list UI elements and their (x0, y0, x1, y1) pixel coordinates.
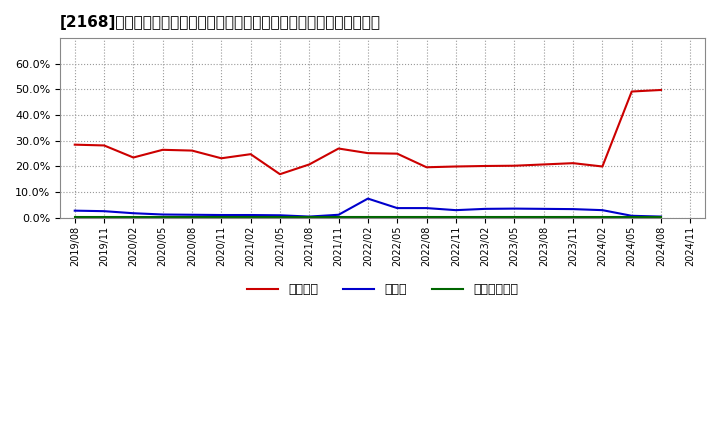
のれん (334, 212, 343, 217)
自己資本 (334, 146, 343, 151)
繰延税金資産 (334, 214, 343, 220)
自己資本 (188, 148, 197, 153)
自己資本 (569, 161, 577, 166)
繰延税金資産 (569, 214, 577, 220)
自己資本 (305, 162, 314, 167)
繰延税金資産 (393, 214, 402, 220)
繰延税金資産 (422, 214, 431, 220)
繰延税金資産 (627, 214, 636, 220)
のれん (393, 205, 402, 211)
のれん (569, 206, 577, 212)
のれん (364, 196, 372, 201)
のれん (217, 213, 225, 218)
のれん (422, 205, 431, 211)
自己資本 (100, 143, 109, 148)
繰延税金資産 (217, 214, 225, 220)
繰延税金資産 (188, 214, 197, 220)
自己資本 (510, 163, 519, 169)
自己資本 (246, 151, 255, 157)
のれん (481, 206, 490, 212)
自己資本 (129, 155, 138, 160)
のれん (657, 214, 665, 219)
自己資本 (71, 142, 79, 147)
自己資本 (393, 151, 402, 156)
繰延税金資産 (657, 214, 665, 220)
自己資本 (657, 87, 665, 92)
のれん (627, 213, 636, 218)
繰延税金資産 (246, 214, 255, 220)
自己資本 (481, 163, 490, 169)
自己資本 (627, 89, 636, 94)
繰延税金資産 (158, 214, 167, 220)
Line: のれん: のれん (75, 198, 661, 216)
のれん (276, 213, 284, 218)
のれん (451, 208, 460, 213)
自己資本 (539, 162, 548, 167)
のれん (305, 214, 314, 219)
繰延税金資産 (276, 214, 284, 220)
のれん (71, 208, 79, 213)
自己資本 (276, 172, 284, 177)
のれん (598, 208, 607, 213)
繰延税金資産 (305, 214, 314, 220)
自己資本 (158, 147, 167, 152)
繰延税金資産 (364, 214, 372, 220)
自己資本 (422, 165, 431, 170)
繰延税金資産 (100, 214, 109, 220)
自己資本 (598, 164, 607, 169)
繰延税金資産 (510, 214, 519, 220)
Text: [2168]　自己資本、のれん、繰延税金資産の総資産に対する比率の推移: [2168] 自己資本、のれん、繰延税金資産の総資産に対する比率の推移 (60, 15, 381, 30)
繰延税金資産 (481, 214, 490, 220)
繰延税金資産 (129, 214, 138, 220)
繰延税金資産 (451, 214, 460, 220)
繰延税金資産 (598, 214, 607, 220)
Legend: 自己資本, のれん, 繰延税金資産: 自己資本, のれん, 繰延税金資産 (242, 279, 523, 301)
のれん (246, 213, 255, 218)
繰延税金資産 (71, 214, 79, 220)
のれん (510, 206, 519, 211)
自己資本 (364, 150, 372, 156)
自己資本 (217, 156, 225, 161)
自己資本 (451, 164, 460, 169)
のれん (129, 211, 138, 216)
のれん (100, 209, 109, 214)
Line: 自己資本: 自己資本 (75, 90, 661, 174)
のれん (539, 206, 548, 212)
のれん (158, 212, 167, 217)
繰延税金資産 (539, 214, 548, 220)
のれん (188, 212, 197, 217)
